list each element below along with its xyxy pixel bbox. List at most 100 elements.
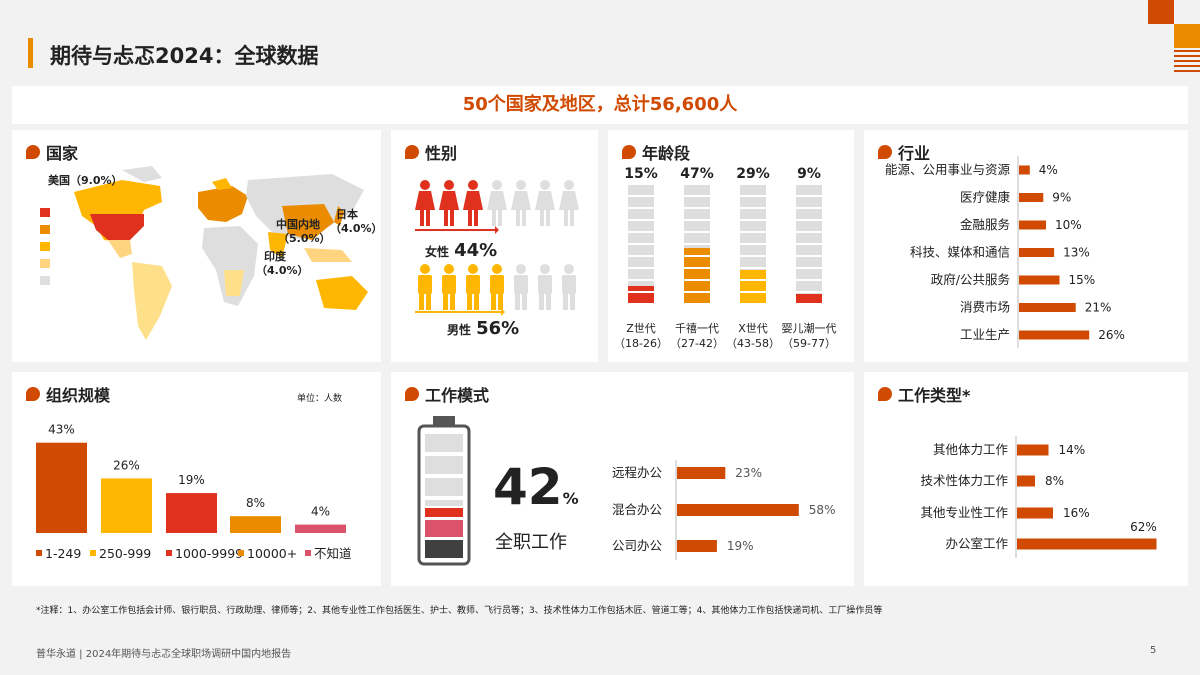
- age-title-text: 年龄段: [642, 144, 691, 163]
- age-bar-segment: [796, 233, 822, 243]
- worktype-category: 其他体力工作: [933, 442, 1009, 457]
- org-title: 组织规模: [26, 382, 110, 406]
- age-bar-segment: [684, 209, 710, 219]
- age-bar-segment: [628, 245, 654, 255]
- workmode-title-text: 工作模式: [425, 386, 490, 405]
- worktype-value-label: 14%: [1059, 443, 1086, 457]
- org-unit: 单位：人数: [297, 394, 343, 404]
- label-india: 印度: [264, 250, 286, 263]
- male-icons: [418, 264, 576, 310]
- workmode-bar: [677, 540, 717, 552]
- age-bar-segment: [628, 209, 654, 219]
- age-group-label: Z世代: [626, 322, 656, 335]
- female-value: 44%: [454, 240, 498, 261]
- age-bar-segment: [628, 221, 654, 231]
- age-bar-segment: [796, 185, 822, 195]
- fulltime-unit: %: [562, 489, 579, 508]
- battery-icon: [417, 416, 471, 566]
- worktype-title: 工作类型*: [878, 382, 970, 406]
- industry-category: 科技、媒体和通信: [910, 245, 1010, 260]
- org-card: 组织规模 单位：人数 43% 26% 19% 8% 4% 1-249 250-999 1000…: [12, 372, 381, 586]
- org-bar: [295, 524, 346, 533]
- age-bar-segment: [740, 197, 766, 207]
- age-bar-segment: [740, 245, 766, 255]
- age-columns: 15% Z世代 （18-26） 47% 千禧一代 （27-42） 29% X世代 （43-58）…: [608, 130, 854, 362]
- gender-title-text: 性别: [425, 144, 458, 163]
- org-bar: [230, 516, 281, 533]
- worktype-category: 办公室工作: [945, 536, 1008, 551]
- age-bar-segment: [628, 257, 654, 267]
- worktype-value-label: 8%: [1045, 474, 1064, 488]
- workmode-card: 工作模式 42% 全职工作 远程办公 23% 混合办公 58% 公司办公 19%: [391, 372, 854, 586]
- industry-bar: [1019, 330, 1090, 340]
- footnote: *注释：1、办公室工作包括会计师、银行职员、行政助理、律师等；2、其他专业性工作…: [36, 606, 883, 616]
- worktype-value-label: 62%: [1130, 520, 1157, 534]
- workmode-chart: 远程办公 23% 混合办公 58% 公司办公 19%: [612, 460, 836, 560]
- banner: 50个国家及地区，总计56,600人: [12, 86, 1188, 124]
- org-value-label: 8%: [246, 496, 265, 510]
- male-stat: 男性 56%: [447, 318, 519, 339]
- workmode-value-label: 58%: [809, 503, 836, 517]
- org-value-label: 26%: [113, 458, 140, 472]
- age-pct-label: 29%: [736, 166, 770, 182]
- org-legend-label: 1000-9999: [175, 546, 243, 561]
- title-accent-bar: [28, 38, 33, 68]
- age-bar-segment: [628, 269, 654, 279]
- worktype-title-text: 工作类型*: [898, 386, 971, 405]
- age-pct-label: 9%: [797, 166, 821, 182]
- age-bar-segment: [684, 233, 710, 243]
- worktype-value-label: 16%: [1063, 506, 1090, 520]
- fulltime-stat: 42%: [493, 462, 579, 512]
- gender-pictogram: [415, 180, 579, 316]
- female-label: 女性: [425, 245, 450, 259]
- industry-bar: [1019, 220, 1046, 230]
- workmode-category: 远程办公: [612, 465, 663, 480]
- industry-card: 行业 能源、公用事业与资源 4% 医疗健康 9% 金融服务 10% 科技、媒体和通信 13% 政…: [864, 130, 1188, 362]
- age-bar-segment: [740, 293, 766, 303]
- label-japan-pct: （4.0%）: [330, 222, 383, 235]
- age-bar-segment: [684, 197, 710, 207]
- org-legend-swatch: [36, 550, 42, 556]
- bullet-icon: [26, 387, 40, 401]
- org-bar: [101, 478, 152, 533]
- age-bar-segment: [684, 257, 710, 267]
- age-bar-segment: [740, 257, 766, 267]
- org-legend-swatch: [238, 550, 244, 556]
- corner-decoration: [1148, 0, 1200, 72]
- age-group-range: （59-77）: [782, 337, 836, 350]
- workmode-value-label: 19%: [727, 539, 754, 553]
- workmode-title: 工作模式: [405, 382, 489, 406]
- female-stat: 女性 44%: [425, 240, 497, 261]
- industry-category: 消费市场: [960, 300, 1010, 315]
- org-value-label: 43%: [48, 423, 75, 437]
- workmode-value-label: 23%: [735, 466, 762, 480]
- org-legend-label: 10000+: [247, 546, 297, 561]
- age-bar-segment: [684, 269, 710, 279]
- industry-value-label: 21%: [1085, 301, 1112, 315]
- age-bar-segment: [740, 233, 766, 243]
- age-bar-segment: [796, 269, 822, 279]
- worktype-bar: [1017, 507, 1053, 519]
- worktype-bar: [1017, 444, 1049, 456]
- industry-category: 政府/公共服务: [931, 272, 1010, 287]
- industry-bar: [1019, 165, 1030, 175]
- org-legend-label: 1-249: [45, 546, 81, 561]
- age-bar-segment: [740, 221, 766, 231]
- industry-title-text: 行业: [898, 144, 931, 163]
- org-legend-swatch: [166, 550, 172, 556]
- workmode-category: 公司办公: [612, 538, 663, 553]
- industry-category: 医疗健康: [960, 190, 1011, 205]
- bullet-icon: [26, 145, 40, 159]
- age-bar-segment: [628, 185, 654, 195]
- age-group-range: （43-58）: [726, 337, 780, 350]
- label-japan: 日本: [336, 208, 358, 221]
- age-group-label: 千禧一代: [675, 322, 719, 335]
- age-group-label: X世代: [738, 322, 768, 335]
- industry-bar: [1019, 193, 1044, 202]
- industry-category: 金融服务: [960, 217, 1010, 232]
- org-chart: 43% 26% 19% 8% 4% 1-249 250-999 1000-9999 10000+…: [36, 423, 352, 561]
- org-value-label: 4%: [311, 505, 330, 519]
- industry-value-label: 13%: [1063, 246, 1090, 260]
- label-india-pct: （4.0%）: [256, 264, 309, 277]
- age-bar-segment: [796, 245, 822, 255]
